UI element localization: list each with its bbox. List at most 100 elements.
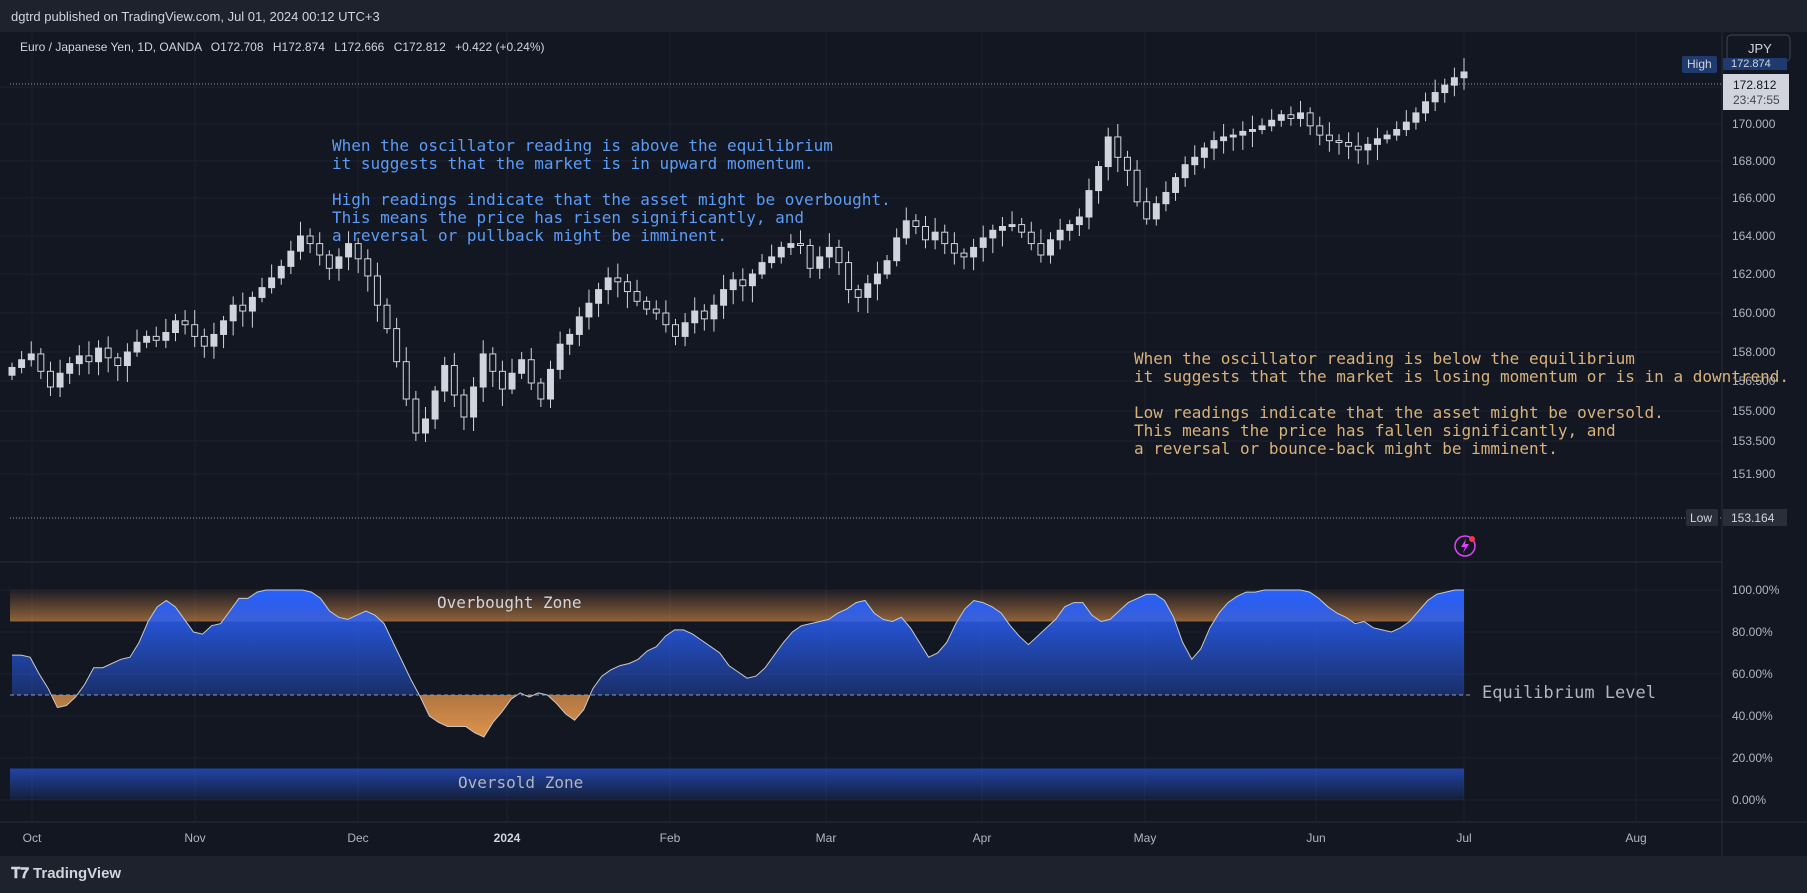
chart-canvas[interactable]: 151.900 153.500 155.000 156.500 158.000 160.0…	[0, 32, 1807, 856]
candle	[527, 348, 535, 390]
legend-o-label: O	[211, 40, 220, 54]
candle	[835, 239, 843, 275]
candle	[489, 347, 497, 387]
price-tick: 153.500	[1732, 434, 1776, 448]
candle	[470, 377, 478, 431]
candle	[229, 296, 237, 336]
candle	[1441, 78, 1449, 103]
candle	[1162, 181, 1170, 212]
candle	[287, 240, 295, 274]
candle	[1200, 142, 1208, 169]
last-price-tag: 172.812 23:47:55	[1723, 74, 1789, 110]
candle	[989, 224, 997, 254]
upper-annotation: When the oscillator reading is above the…	[332, 136, 891, 245]
time-tick: Apr	[973, 831, 992, 845]
oscillator-axis: 0.00% 20.00% 40.00% 60.00% 80.00% 100.00%	[1732, 583, 1780, 807]
candle	[1066, 219, 1074, 241]
candle	[210, 322, 218, 359]
time-tick: Feb	[660, 831, 681, 845]
candle	[200, 328, 208, 358]
annotation-line: a reversal or pullback might be imminent…	[332, 226, 727, 245]
candle	[1412, 107, 1420, 130]
candle	[402, 347, 410, 406]
last-price-value: 172.812	[1733, 78, 1777, 92]
oscillator-tick: 80.00%	[1732, 625, 1773, 639]
candle	[56, 359, 64, 397]
candle	[1229, 128, 1237, 151]
candle	[710, 294, 718, 332]
candle	[27, 341, 35, 367]
candle	[537, 378, 545, 407]
equilibrium-label: Equilibrium Level	[1482, 683, 1656, 703]
candle	[691, 297, 699, 334]
candle	[1345, 132, 1353, 160]
candle	[1325, 122, 1333, 152]
oscillator-pane	[10, 589, 1470, 800]
candle	[1114, 124, 1122, 173]
candle	[1364, 136, 1372, 165]
candle	[162, 318, 170, 349]
candle	[1460, 58, 1468, 90]
header-bar: dgtrd published on TradingView.com, Jul …	[0, 0, 1807, 32]
candle	[1287, 106, 1295, 126]
candle	[758, 254, 766, 279]
countdown: 23:47:55	[1733, 93, 1780, 107]
candle	[191, 310, 199, 348]
footer-bar	[0, 856, 1807, 893]
oscillator-tick: 100.00%	[1732, 583, 1780, 597]
candle	[777, 241, 785, 264]
candle	[248, 291, 256, 328]
candle	[123, 343, 131, 382]
candle	[1306, 107, 1314, 136]
candle	[662, 300, 670, 333]
brand-label: TradingView	[33, 865, 122, 882]
candle	[114, 352, 122, 381]
oversold-label: Oversold Zone	[458, 773, 583, 792]
candle	[1316, 116, 1324, 146]
candle	[970, 238, 978, 271]
candle	[931, 217, 939, 250]
low-tag-label: Low	[1690, 511, 1712, 525]
high-tag-value: 172.874	[1731, 58, 1771, 70]
candle	[1018, 217, 1026, 238]
candle	[104, 336, 112, 373]
candle	[566, 328, 574, 355]
tradingview-logo[interactable]: 𝐓𝟕 TradingView	[11, 864, 121, 882]
legend-close: 172.812	[402, 40, 446, 54]
candle	[1422, 92, 1430, 122]
candle	[720, 274, 728, 319]
candle	[873, 261, 881, 301]
candle	[854, 284, 862, 313]
candle	[239, 292, 247, 327]
candle	[508, 358, 516, 394]
annotation-line: High readings indicate that the asset mi…	[332, 190, 891, 209]
currency-button[interactable]: JPY	[1726, 34, 1791, 62]
annotation-line	[332, 172, 342, 191]
candle	[498, 360, 506, 406]
candle	[902, 207, 910, 245]
candle	[845, 251, 853, 304]
chart-background	[0, 32, 1807, 856]
candle	[979, 225, 987, 262]
candle	[1431, 79, 1439, 112]
time-tick: May	[1134, 831, 1157, 845]
candle	[787, 234, 795, 255]
time-axis: Oct Nov Dec 2024 Feb Mar Apr May Jun Jul Aug	[23, 831, 1647, 845]
legend-change: +0.422 (+0.24%)	[455, 40, 544, 54]
candle	[431, 386, 439, 429]
annotation-line: it suggests that the market is losing mo…	[1134, 367, 1789, 386]
annotation-line: a reversal or bounce-back might be immin…	[1134, 439, 1558, 458]
legend-l-label: L	[334, 40, 341, 54]
candle	[806, 238, 814, 278]
candle	[296, 221, 304, 260]
candle	[1258, 118, 1266, 135]
candle	[450, 352, 458, 407]
alert-icon[interactable]	[1454, 535, 1476, 557]
low-tag-value: 153.164	[1731, 511, 1775, 525]
price-tick: 170.000	[1732, 117, 1776, 131]
candle	[883, 255, 891, 279]
candle	[1152, 196, 1160, 226]
candle	[912, 214, 920, 235]
price-tick: 162.000	[1732, 267, 1776, 281]
candle	[1191, 145, 1199, 175]
